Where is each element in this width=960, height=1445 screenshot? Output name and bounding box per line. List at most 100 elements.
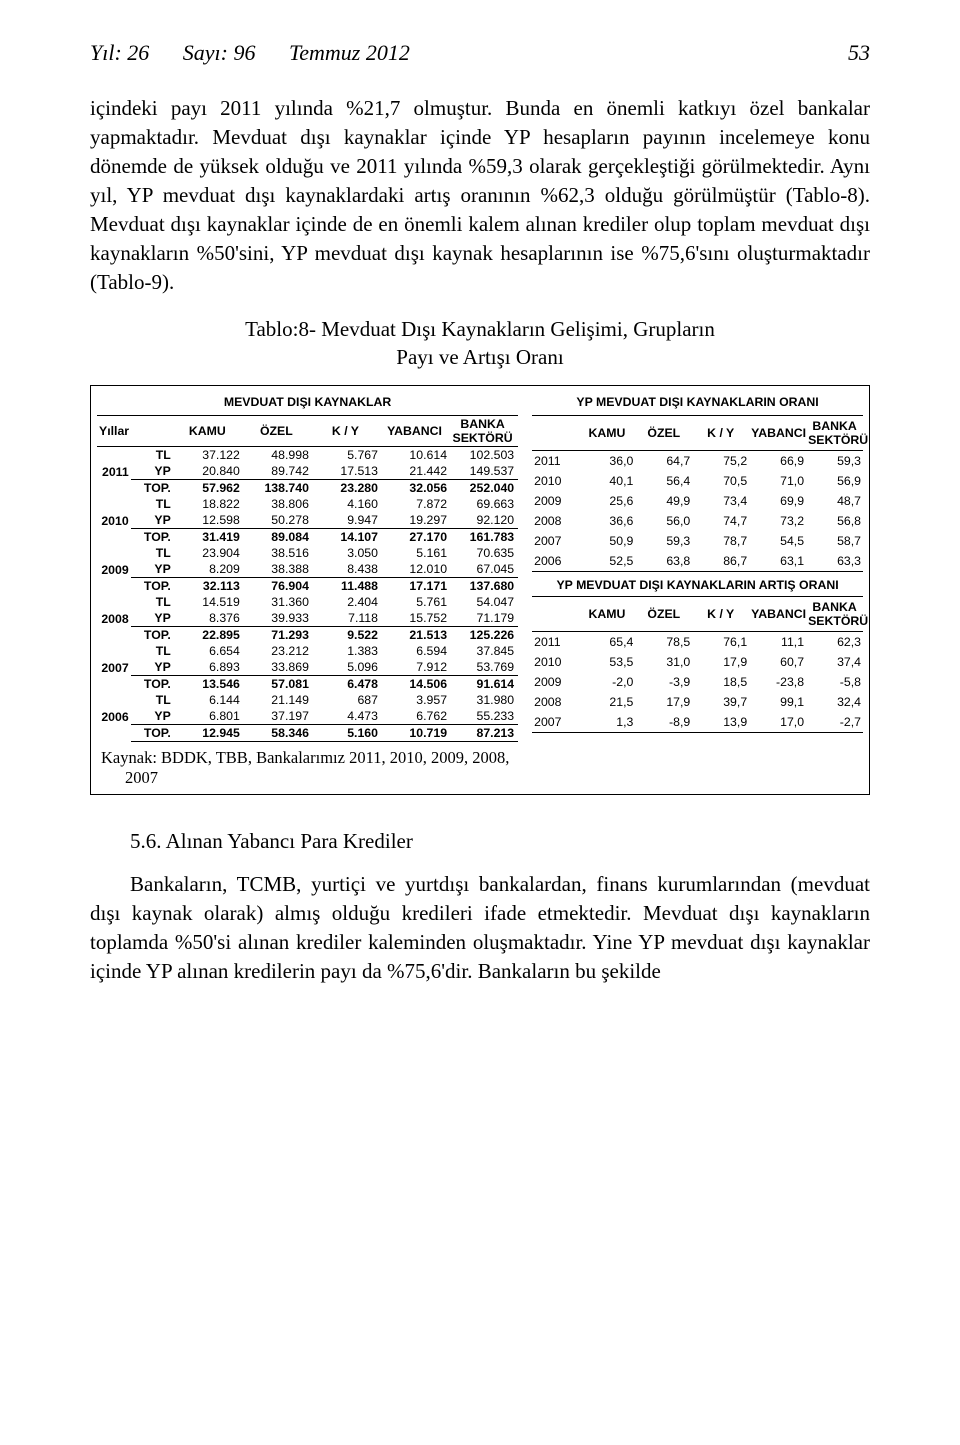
year-cell: 2007 [532, 531, 578, 551]
value-cell: 52,5 [578, 551, 635, 572]
value-cell: -8,9 [635, 712, 692, 733]
value-cell: 12.945 [173, 725, 242, 742]
header-year: Yıl: 26 [90, 40, 149, 65]
value-cell: 9.947 [311, 512, 380, 529]
ratio-table-bottom: KAMU ÖZEL K / Y YABANCI BANKASEKTÖRÜ 201… [532, 596, 863, 733]
value-cell: 11,1 [749, 632, 806, 653]
value-cell: 31.419 [173, 529, 242, 546]
value-cell: 6.762 [380, 708, 449, 725]
rb-ky: K / Y [692, 597, 749, 632]
value-cell: 17,0 [749, 712, 806, 733]
value-cell: 14.519 [173, 594, 242, 610]
value-cell: 37.197 [242, 708, 311, 725]
value-cell: 89.742 [242, 463, 311, 480]
rt-ky: K / Y [692, 416, 749, 451]
table-row: 2009TL23.90438.5163.0505.16170.635 [97, 545, 518, 561]
value-cell: 55.233 [449, 708, 518, 725]
value-cell: 63,3 [806, 551, 863, 572]
value-cell: 4.160 [311, 496, 380, 512]
value-cell: 6.144 [173, 692, 242, 708]
col-yillar: Yıllar [97, 416, 131, 447]
rb-kamu: KAMU [578, 597, 635, 632]
value-cell: 76.904 [242, 578, 311, 595]
value-cell: 27.170 [380, 529, 449, 546]
value-cell: 138.740 [242, 480, 311, 497]
header-page-number: 53 [848, 40, 870, 66]
value-cell: 17.171 [380, 578, 449, 595]
value-cell: 89.084 [242, 529, 311, 546]
table-row: 2010TL18.82238.8064.1607.87269.663 [97, 496, 518, 512]
value-cell: 37.845 [449, 643, 518, 659]
col-banka: BANKASEKTÖRÜ [449, 416, 518, 447]
value-cell: 66,9 [749, 451, 806, 472]
table8-container: MEVDUAT DIŞI KAYNAKLAR Yıllar KAMU ÖZEL … [90, 385, 870, 795]
year-cell: 2007 [97, 643, 131, 692]
year-cell: 2008 [532, 511, 578, 531]
table-row: 201040,156,470,571,056,9 [532, 471, 863, 491]
value-cell: 50.278 [242, 512, 311, 529]
value-cell: 31.980 [449, 692, 518, 708]
table-row: 2006TL6.14421.1496873.95731.980 [97, 692, 518, 708]
value-cell: 86,7 [692, 551, 749, 572]
value-cell: 31.360 [242, 594, 311, 610]
year-cell: 2008 [532, 692, 578, 712]
currency-cell: TOP. [131, 480, 173, 497]
value-cell: 38.806 [242, 496, 311, 512]
table-row: 2007TL6.65423.2121.3836.59437.845 [97, 643, 518, 659]
table-row: YP12.59850.2789.94719.29792.120 [97, 512, 518, 529]
value-cell: 23.280 [311, 480, 380, 497]
value-cell: 7.872 [380, 496, 449, 512]
rt-banka: BANKASEKTÖRÜ [806, 416, 863, 451]
value-cell: 5.160 [311, 725, 380, 742]
value-cell: 137.680 [449, 578, 518, 595]
col-blank [131, 416, 173, 447]
value-cell: 56,0 [635, 511, 692, 531]
value-cell: 36,0 [578, 451, 635, 472]
value-cell: 1,3 [578, 712, 635, 733]
table-row: YP8.20938.3888.43812.01067.045 [97, 561, 518, 578]
year-cell: 2010 [532, 652, 578, 672]
table-row: 2011TL37.12248.9985.76710.614102.503 [97, 447, 518, 464]
value-cell: 71.293 [242, 627, 311, 644]
value-cell: 38.388 [242, 561, 311, 578]
value-cell: 21.513 [380, 627, 449, 644]
value-cell: 56,9 [806, 471, 863, 491]
header-date: Temmuz 2012 [289, 40, 410, 65]
rt-blank [532, 416, 578, 451]
value-cell: 36,6 [578, 511, 635, 531]
left-table-title: MEVDUAT DIŞI KAYNAKLAR [97, 392, 518, 415]
value-cell: -3,9 [635, 672, 692, 692]
table-row: 201136,064,775,266,959,3 [532, 451, 863, 472]
year-cell: 2011 [532, 451, 578, 472]
right-top-title: YP MEVDUAT DIŞI KAYNAKLARIN ORANI [532, 392, 863, 415]
table-row: 200652,563,886,763,163,3 [532, 551, 863, 572]
value-cell: 20.840 [173, 463, 242, 480]
col-ky: K / Y [311, 416, 380, 447]
table-row: YP8.37639.9337.11815.75271.179 [97, 610, 518, 627]
value-cell: 19.297 [380, 512, 449, 529]
value-cell: 6.893 [173, 659, 242, 676]
value-cell: 12.598 [173, 512, 242, 529]
value-cell: 99,1 [749, 692, 806, 712]
value-cell: 5.761 [380, 594, 449, 610]
header-issue: Sayı: 96 [183, 40, 256, 65]
currency-cell: TOP. [131, 578, 173, 595]
table-title: Tablo:8- Mevduat Dışı Kaynakların Gelişi… [90, 315, 870, 372]
value-cell: 64,7 [635, 451, 692, 472]
value-cell: 91.614 [449, 676, 518, 693]
rt-ozel: ÖZEL [635, 416, 692, 451]
value-cell: 62,3 [806, 632, 863, 653]
value-cell: 63,1 [749, 551, 806, 572]
value-cell: 49,9 [635, 491, 692, 511]
table-row: 2008TL14.51931.3602.4045.76154.047 [97, 594, 518, 610]
value-cell: -23,8 [749, 672, 806, 692]
value-cell: 161.783 [449, 529, 518, 546]
value-cell: 14.506 [380, 676, 449, 693]
value-cell: 59,3 [806, 451, 863, 472]
value-cell: 3.957 [380, 692, 449, 708]
table-row: YP6.89333.8695.0967.91253.769 [97, 659, 518, 676]
currency-cell: TL [131, 692, 173, 708]
value-cell: 53.769 [449, 659, 518, 676]
right-tables-block: YP MEVDUAT DIŞI KAYNAKLARIN ORANI KAMU Ö… [532, 392, 863, 788]
currency-cell: TL [131, 496, 173, 512]
